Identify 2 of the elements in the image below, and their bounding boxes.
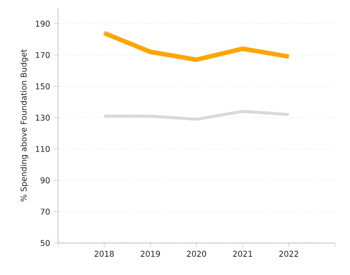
line-series: [102, 30, 292, 62]
line-series: [102, 110, 290, 121]
